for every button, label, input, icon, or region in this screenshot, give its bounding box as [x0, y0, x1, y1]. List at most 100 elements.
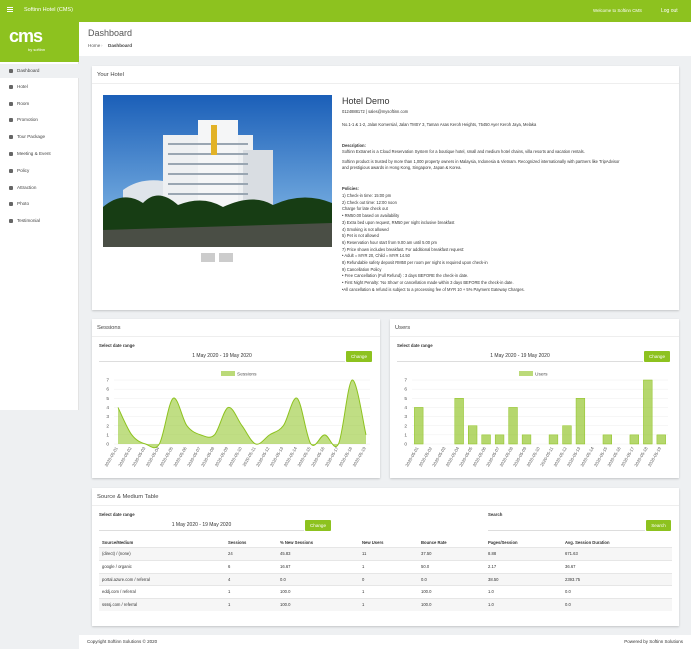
table-cell: 8.88: [488, 551, 497, 556]
legend-label: Users: [535, 371, 548, 377]
column-header: Sessions: [228, 540, 247, 545]
copyright: Copyright Softinn Solutions © 2020: [87, 639, 158, 644]
bar: [548, 434, 559, 445]
policy-line: 9) Cancellation Policy: [342, 266, 382, 272]
policy-line: Charge for late check out: [342, 206, 388, 212]
chart: 01234567Sessions2020-05-012020-05-022020…: [104, 371, 370, 468]
search-input[interactable]: [488, 520, 645, 531]
x-tick-label: 2020-05-19: [647, 445, 663, 467]
change-button[interactable]: Change: [644, 351, 670, 362]
powered: Powered by Softinn Solutions: [624, 639, 683, 644]
change-button[interactable]: Change: [305, 520, 331, 531]
table-cell: google / organic: [102, 563, 132, 569]
table-cell: 0.0: [421, 576, 427, 582]
table-cell: 1: [362, 563, 365, 569]
description-line: Softinn Extranet is a Cloud Reservation …: [342, 149, 585, 154]
card-title: Sessions: [97, 325, 121, 331]
breadcrumb-home[interactable]: Home: [88, 43, 101, 48]
hotel-contact: 0124888172 | sales@mysoftinn.com: [342, 109, 409, 114]
bar: [454, 398, 464, 445]
menu-item[interactable]: Tour Package: [0, 130, 79, 144]
policy-line: • Free Cancellation (Full Refund) : 3 da…: [342, 273, 469, 279]
policy-line: • RM50.00 based on availability: [342, 213, 400, 219]
policy-line: 4) Smoking is not allowed: [342, 226, 389, 232]
legend-swatch: [519, 371, 533, 376]
table-row: [99, 559, 672, 573]
y-tick-label: 4: [106, 405, 109, 411]
policy-line: • Adult = MYR 20, Child = MYR 14.50: [342, 253, 410, 259]
y-tick-label: 5: [404, 396, 407, 402]
page-header: Dashboard Home › Dashboard: [79, 22, 691, 56]
table-cell: 45.83: [280, 551, 291, 556]
menu-item[interactable]: Testimonial: [0, 214, 79, 228]
bar: [414, 407, 424, 445]
logo-text: cms: [9, 26, 43, 46]
policy-line: • First Night Penalty: 'No Show' or canc…: [342, 280, 514, 286]
table-cell: 0.0: [565, 602, 571, 608]
table-cell: 4: [228, 576, 231, 582]
menu-item[interactable]: Hotel: [0, 80, 79, 94]
menu-item[interactable]: Attraction: [0, 181, 79, 195]
date-input[interactable]: 1 May 2020 - 19 May 2020: [99, 351, 345, 362]
app-name[interactable]: Softinn Hotel (CMS): [24, 7, 73, 13]
description-line: Softinn product is trusted by more than …: [342, 158, 620, 164]
legend-swatch: [221, 371, 235, 376]
menu-icon: [9, 202, 13, 206]
table-cell: 100.0: [421, 602, 432, 608]
table-cell: 100.0: [421, 589, 432, 595]
table-cell: 0.0: [280, 576, 286, 582]
hotel-name: Hotel Demo: [342, 96, 390, 106]
line: [117, 379, 367, 449]
menu-item[interactable]: Meeting & Event: [0, 147, 79, 161]
menu-icon: [9, 169, 13, 173]
table-cell: 16.67: [280, 563, 291, 569]
logout[interactable]: Log out: [661, 7, 678, 14]
logo: cms by softinn: [0, 22, 79, 62]
table-cell: ssssj.com / referral: [102, 602, 138, 608]
y-tick-label: 6: [106, 387, 109, 393]
menu-item[interactable]: Room: [0, 97, 79, 111]
bar: [468, 425, 478, 445]
search-button[interactable]: Search: [646, 520, 671, 531]
table-cell: (direct) / (none): [102, 551, 131, 556]
y-tick-label: 2: [404, 423, 407, 429]
menu-item[interactable]: Policy: [0, 164, 79, 178]
top-bar: Softinn Hotel (CMS) Welcome to Softinn C…: [0, 0, 691, 22]
menu-item[interactable]: Photo: [0, 197, 79, 211]
y-tick-label: 0: [106, 442, 109, 448]
menu-icon: [9, 69, 13, 73]
table-row: [99, 585, 672, 599]
card-title: Source & Medium Table: [97, 494, 159, 500]
menu-item[interactable]: Dashboard: [0, 64, 79, 78]
next-button[interactable]: [219, 253, 233, 262]
policy-line: 8) Refundable safety deposit RM50 per ro…: [342, 260, 488, 265]
y-tick-label: 0: [404, 442, 407, 448]
change-button[interactable]: Change: [346, 351, 372, 362]
date-input[interactable]: 1 May 2020 - 19 May 2020: [397, 351, 643, 362]
date-input[interactable]: 1 May 2020 - 19 May 2020: [99, 520, 304, 531]
menu-icon: [9, 135, 13, 139]
table-cell: portal.azure.com / referral: [102, 576, 150, 582]
y-tick-label: 7: [106, 378, 109, 384]
prev-button[interactable]: [201, 253, 215, 262]
card-title: Users: [395, 325, 411, 331]
table-cell: 11: [362, 551, 367, 556]
bar: [494, 434, 505, 445]
divider: [390, 336, 679, 337]
table-cell: 100.0: [280, 589, 291, 595]
x-tick-label: 2020-05-19: [352, 445, 368, 467]
y-tick-label: 3: [106, 414, 109, 420]
table-cell: 100.0: [280, 602, 291, 608]
y-tick-label: 2: [106, 423, 109, 429]
menu-item[interactable]: Promotion: [0, 113, 79, 127]
table-cell: 0: [362, 576, 365, 582]
policy-line: 1) Check-in time: 15:00 pm: [342, 193, 392, 198]
sidebar: cms by softinn Dashboard Hotel Room Promoti…: [0, 22, 79, 410]
breadcrumb-current: Dashboard: [108, 43, 132, 48]
menu-toggle[interactable]: [7, 7, 13, 8]
bar: [562, 425, 572, 445]
table-cell: 0.0: [565, 589, 571, 595]
hotel-address: No.1-1 & 1-2, Jalan Komersial, Jalan TMS…: [342, 122, 537, 127]
table-cell: 1: [362, 589, 365, 595]
